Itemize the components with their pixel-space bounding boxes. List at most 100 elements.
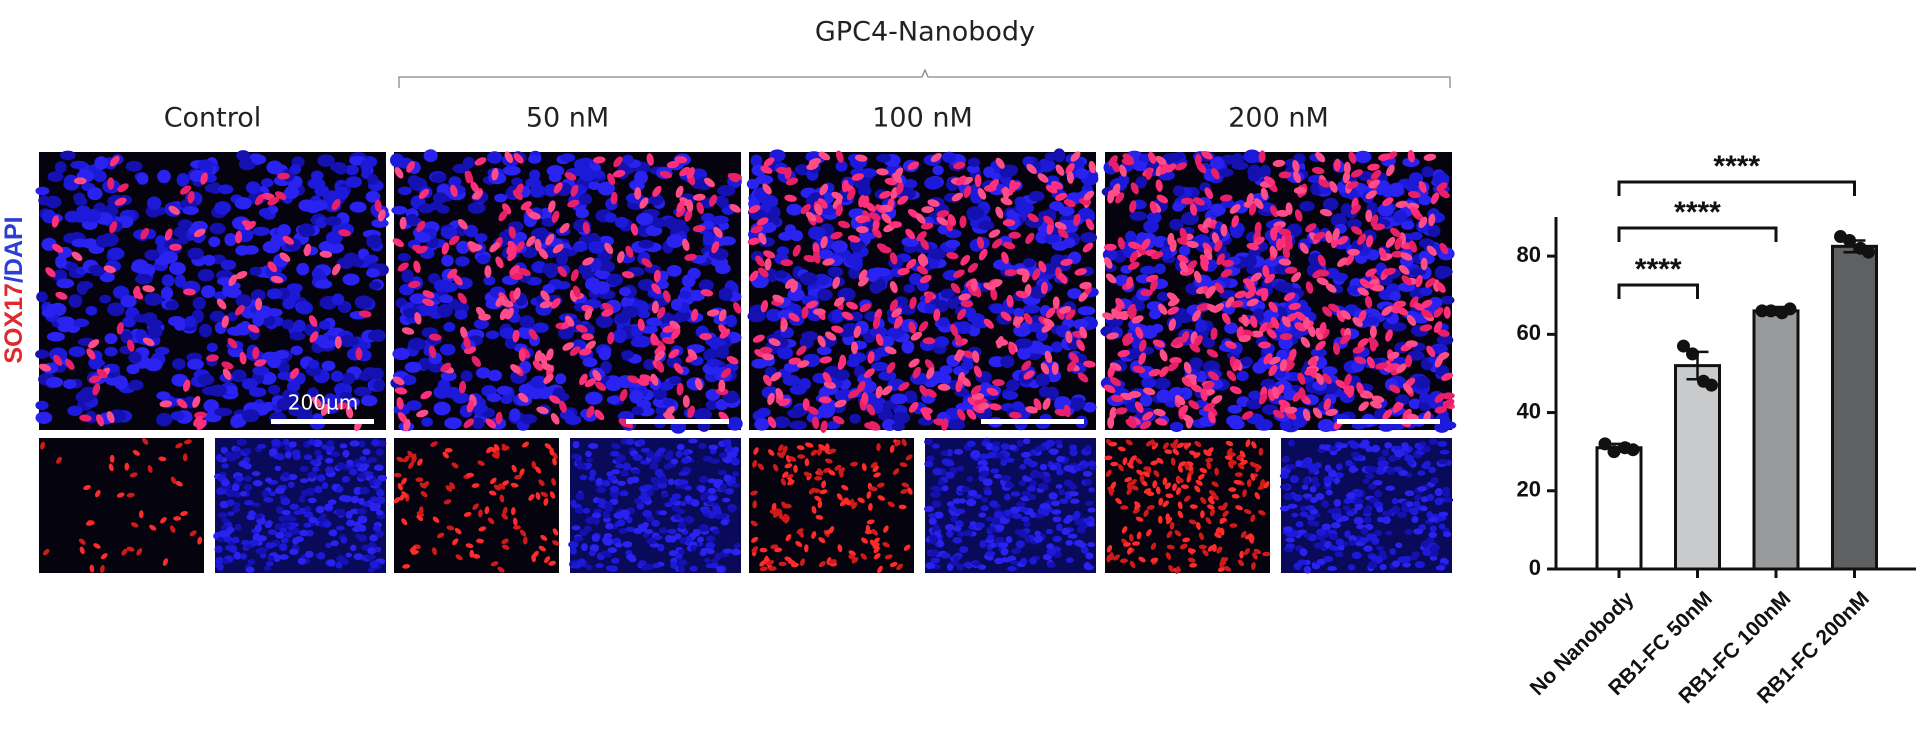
nucleus — [929, 517, 937, 525]
nucleus — [236, 294, 252, 307]
sox17-cell — [255, 298, 262, 311]
nucleus — [1363, 545, 1372, 551]
nucleus — [1078, 523, 1088, 529]
nucleus — [494, 194, 507, 203]
nucleus — [621, 350, 634, 359]
nucleus — [1029, 191, 1045, 202]
nucleus — [933, 468, 943, 476]
nucleus — [588, 443, 598, 449]
nucleus — [228, 511, 235, 516]
nucleus — [322, 482, 328, 489]
nucleus — [1031, 470, 1040, 476]
nucleus — [928, 248, 946, 260]
nucleus — [1392, 498, 1399, 504]
nucleus — [401, 269, 413, 283]
nucleus — [1075, 168, 1088, 179]
nucleus — [681, 457, 690, 464]
nucleus — [1056, 484, 1063, 489]
nucleus — [614, 512, 624, 519]
nucleus — [1431, 477, 1439, 484]
nucleus — [1440, 450, 1450, 455]
nucleus — [978, 512, 986, 517]
nucleus — [1016, 540, 1025, 548]
nucleus — [968, 158, 981, 167]
nucleus — [683, 450, 690, 456]
nucleus — [144, 250, 159, 261]
nucleus — [468, 202, 486, 214]
nucleus — [1390, 183, 1404, 192]
nucleus — [1385, 531, 1392, 536]
nucleus — [1363, 479, 1370, 484]
nucleus — [670, 561, 677, 569]
nucleus — [240, 553, 247, 560]
nucleus — [175, 274, 186, 287]
nucleus — [1157, 292, 1169, 302]
nucleus — [1074, 465, 1081, 472]
nucleus — [611, 443, 619, 449]
nucleus — [461, 370, 473, 382]
nucleus — [995, 524, 1005, 531]
nucleus — [1084, 565, 1094, 570]
nucleus — [611, 558, 620, 564]
nucleus — [405, 362, 422, 373]
nucleus — [281, 537, 289, 543]
nucleus — [953, 526, 962, 532]
nucleus — [717, 345, 729, 359]
nucleus — [168, 316, 185, 326]
nucleus — [1354, 151, 1371, 163]
nucleus — [1332, 514, 1340, 520]
nucleus — [928, 513, 935, 518]
nucleus — [1051, 341, 1063, 352]
nucleus — [679, 291, 691, 299]
nucleus — [1283, 456, 1290, 463]
nucleus — [706, 535, 715, 542]
nucleus — [312, 268, 323, 281]
nucleus — [255, 524, 262, 532]
nucleus — [945, 472, 954, 479]
nucleus — [289, 441, 297, 447]
nucleus — [1329, 446, 1337, 451]
sox17-cell — [1212, 544, 1217, 552]
nucleus — [777, 347, 793, 360]
nucleus — [1156, 389, 1171, 403]
nucleus — [135, 274, 153, 285]
nucleus — [187, 248, 204, 260]
nucleus — [1084, 445, 1091, 452]
nucleus — [1006, 536, 1013, 543]
nucleus — [487, 393, 502, 402]
nucleus — [1172, 202, 1184, 212]
nucleus — [1281, 471, 1289, 477]
nucleus — [653, 218, 666, 228]
nucleus — [36, 412, 53, 424]
nucleus — [731, 458, 740, 466]
nucleus — [1371, 537, 1379, 545]
nucleus — [440, 344, 456, 356]
nucleus — [1006, 458, 1014, 463]
nucleus — [364, 255, 379, 264]
nucleus — [325, 458, 333, 464]
nucleus — [924, 439, 933, 445]
nucleus — [1280, 484, 1290, 490]
nucleus — [1011, 491, 1020, 497]
nucleus — [671, 459, 679, 465]
nucleus — [1035, 373, 1050, 386]
nucleus — [520, 414, 537, 424]
nucleus — [712, 529, 720, 535]
nucleus — [1389, 548, 1396, 555]
nucleus — [1429, 439, 1438, 446]
nucleus — [501, 395, 513, 404]
nucleus — [732, 483, 741, 488]
nucleus — [443, 322, 455, 332]
nucleus — [703, 231, 715, 245]
nucleus — [265, 478, 272, 483]
nucleus — [909, 273, 922, 285]
stain-red: SOX17 — [0, 283, 28, 364]
nucleus — [283, 472, 290, 478]
nucleus — [688, 439, 698, 444]
nucleus — [950, 517, 957, 523]
nucleus — [903, 284, 915, 293]
nucleus — [275, 466, 281, 471]
nucleus — [434, 402, 451, 416]
nucleus — [600, 551, 610, 556]
nucleus — [300, 466, 309, 472]
